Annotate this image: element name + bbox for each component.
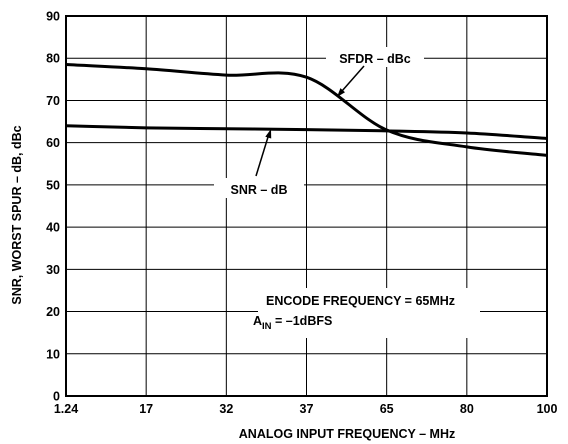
y-tick-label: 20: [46, 305, 60, 319]
y-tick-label: 30: [46, 263, 60, 277]
annotation-encode-frequency: ENCODE FREQUENCY = 65MHz: [266, 294, 455, 308]
y-tick-label: 50: [46, 178, 60, 192]
annotation-bg: [258, 288, 480, 338]
x-tick-label: 1.24: [54, 402, 78, 416]
y-tick-label: 90: [46, 10, 60, 24]
grid: [66, 16, 547, 396]
x-tick-label: 37: [300, 402, 314, 416]
sfdr-label-bg: [326, 47, 424, 67]
y-tick-label: 10: [46, 347, 60, 361]
y-axis-title: SNR, WORST SPUR – dB, dBc: [10, 125, 24, 304]
sfdr-curve: [65, 63, 548, 157]
x-tick-label: 65: [380, 402, 394, 416]
tick-labels: 0 10 20 30 40 50 60 70 80 90 1.24 17 32 37 65 80 100: [46, 10, 557, 417]
y-tick-label: 60: [46, 136, 60, 150]
snr-series-label: SNR – dB: [231, 183, 288, 197]
x-tick-label: 32: [219, 402, 233, 416]
x-tick-label: 100: [537, 402, 558, 416]
sfdr-pointer-arrowhead: [337, 88, 345, 97]
x-tick-label: 17: [139, 402, 153, 416]
data-curves: [65, 63, 548, 157]
sfdr-series-label: SFDR – dBc: [339, 52, 411, 66]
snr-label-bg: [214, 178, 304, 198]
x-tick-label: 80: [460, 402, 474, 416]
plot-frame: [65, 15, 548, 397]
y-tick-label: 40: [46, 221, 60, 235]
sfdr-pointer-line: [341, 65, 365, 92]
y-tick-label: 70: [46, 94, 60, 108]
y-tick-label: 80: [46, 52, 60, 66]
snr-curve: [65, 124, 548, 140]
annotation-input-level: AIN = –1dBFS: [253, 314, 332, 332]
snr-pointer-arrowhead: [265, 129, 272, 139]
snr-pointer-line: [255, 136, 269, 177]
y-tick-label: 0: [53, 390, 60, 404]
x-axis-title: ANALOG INPUT FREQUENCY – MHz: [239, 427, 455, 441]
